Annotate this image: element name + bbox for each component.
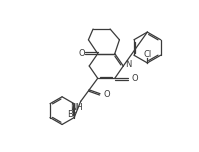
Text: O: O bbox=[103, 90, 110, 99]
Text: Br: Br bbox=[67, 110, 77, 119]
Text: N: N bbox=[125, 60, 131, 69]
Text: Cl: Cl bbox=[143, 50, 151, 59]
Text: NH: NH bbox=[70, 103, 83, 112]
Text: O: O bbox=[78, 49, 85, 58]
Text: O: O bbox=[131, 74, 138, 83]
